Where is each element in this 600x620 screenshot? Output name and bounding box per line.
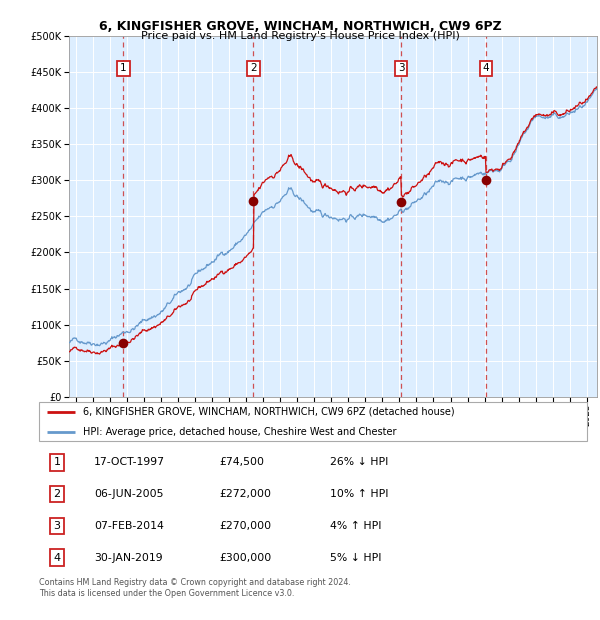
Text: £74,500: £74,500 (219, 458, 264, 467)
Text: 1: 1 (53, 458, 61, 467)
Text: £270,000: £270,000 (219, 521, 271, 531)
Text: 3: 3 (398, 63, 404, 73)
Text: 4: 4 (482, 63, 489, 73)
Text: 5% ↓ HPI: 5% ↓ HPI (330, 552, 382, 562)
Text: 10% ↑ HPI: 10% ↑ HPI (330, 489, 389, 499)
Text: £272,000: £272,000 (219, 489, 271, 499)
Text: Contains HM Land Registry data © Crown copyright and database right 2024.: Contains HM Land Registry data © Crown c… (39, 578, 351, 587)
Text: 6, KINGFISHER GROVE, WINCHAM, NORTHWICH, CW9 6PZ (detached house): 6, KINGFISHER GROVE, WINCHAM, NORTHWICH,… (83, 407, 455, 417)
Text: 2: 2 (250, 63, 257, 73)
Text: 26% ↓ HPI: 26% ↓ HPI (330, 458, 389, 467)
Text: £300,000: £300,000 (219, 552, 271, 562)
Text: 2: 2 (53, 489, 61, 499)
Text: 30-JAN-2019: 30-JAN-2019 (94, 552, 163, 562)
Text: 06-JUN-2005: 06-JUN-2005 (94, 489, 164, 499)
Text: 3: 3 (53, 521, 61, 531)
Text: HPI: Average price, detached house, Cheshire West and Chester: HPI: Average price, detached house, Ches… (83, 427, 397, 437)
Text: 07-FEB-2014: 07-FEB-2014 (94, 521, 164, 531)
Text: 4: 4 (53, 552, 61, 562)
Text: This data is licensed under the Open Government Licence v3.0.: This data is licensed under the Open Gov… (39, 589, 295, 598)
Text: 17-OCT-1997: 17-OCT-1997 (94, 458, 165, 467)
Text: 4% ↑ HPI: 4% ↑ HPI (330, 521, 382, 531)
Text: 1: 1 (120, 63, 127, 73)
Text: 6, KINGFISHER GROVE, WINCHAM, NORTHWICH, CW9 6PZ: 6, KINGFISHER GROVE, WINCHAM, NORTHWICH,… (98, 20, 502, 33)
Text: Price paid vs. HM Land Registry's House Price Index (HPI): Price paid vs. HM Land Registry's House … (140, 31, 460, 41)
FancyBboxPatch shape (39, 402, 587, 441)
